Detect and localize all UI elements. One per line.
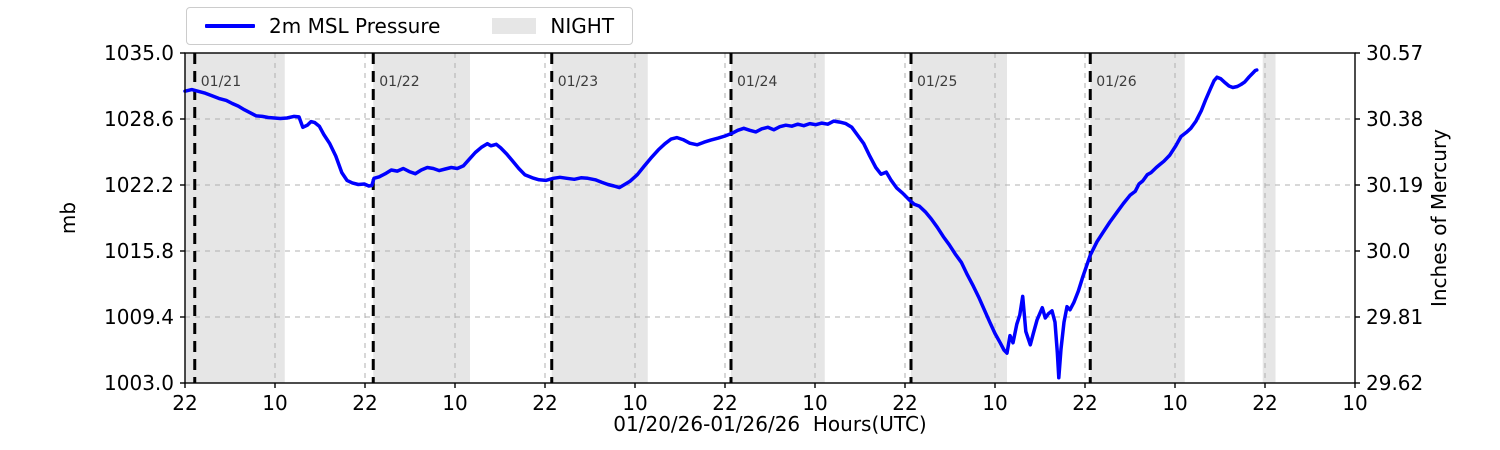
x-tick-label: 10 [262, 391, 287, 415]
y-tick-label-mb: 1028.6 [104, 107, 174, 131]
y-tick-label-mb: 1003.0 [104, 371, 174, 395]
x-tick-label: 22 [712, 391, 737, 415]
x-tick-label: 10 [982, 391, 1007, 415]
y-tick-label-mb: 1022.2 [104, 173, 174, 197]
day-marker-label: 01/24 [737, 74, 777, 90]
legend-night-label: NIGHT [550, 14, 615, 38]
night-bands-layer [185, 53, 1276, 383]
y-tick-label-inhg: 30.19 [1366, 173, 1423, 197]
night-band [185, 53, 285, 383]
y-tick-label-inhg: 29.62 [1366, 371, 1423, 395]
day-marker-label: 01/25 [917, 74, 957, 90]
pressure-series-layer [183, 68, 1259, 380]
y-tick-label-inhg: 30.0 [1366, 239, 1411, 263]
legend-item-night: NIGHT [492, 14, 614, 38]
pressure-line-swatch [205, 24, 255, 28]
y-axis-label-left: mb [56, 202, 80, 234]
legend-item-pressure: 2m MSL Pressure [205, 14, 440, 38]
x-tick-label: 22 [352, 391, 377, 415]
x-tick-label: 10 [622, 391, 647, 415]
pressure-line [183, 68, 1259, 380]
y-tick-label-mb: 1035.0 [104, 41, 174, 65]
y-tick-label-inhg: 30.38 [1366, 107, 1423, 131]
x-tick-label: 10 [442, 391, 467, 415]
night-band [373, 53, 470, 383]
y-tick-label-mb: 1009.4 [104, 305, 174, 329]
y-tick-label-inhg: 29.81 [1366, 305, 1423, 329]
day-markers-layer: 01/21 01/22 01/23 01/24 01/25 01/26 [193, 53, 1137, 383]
plot-border [184, 52, 1356, 384]
x-tick-label: 10 [802, 391, 827, 415]
x-tick-label: 22 [172, 391, 197, 415]
x-tick-label: 22 [892, 391, 917, 415]
night-patch-swatch [492, 18, 537, 34]
y-tick-label-mb: 1015.8 [104, 239, 174, 263]
x-tick-label: 10 [1162, 391, 1187, 415]
x-tick-label: 10 [1342, 391, 1367, 415]
night-band [1262, 53, 1276, 383]
x-tick-label: 22 [532, 391, 557, 415]
axes-layer: 22 10 22 10 22 10 22 10 22 10 22 10 22 10 1035.0 30.57 1… [104, 41, 1423, 415]
day-marker-label: 01/23 [558, 74, 598, 90]
night-band [911, 53, 1007, 383]
x-tick-label: 22 [1072, 391, 1097, 415]
y-tick-label-inhg: 30.57 [1366, 41, 1423, 65]
night-band [551, 53, 648, 383]
day-marker-label: 01/22 [379, 74, 419, 90]
day-marker-label: 01/26 [1096, 74, 1136, 90]
night-band [731, 53, 825, 383]
y-axis-label-right: Inches of Mercury [1427, 129, 1451, 307]
night-band [1090, 53, 1185, 383]
day-marker-label: 01/21 [201, 74, 241, 90]
legend: 2m MSL Pressure NIGHT [186, 7, 634, 45]
legend-pressure-label: 2m MSL Pressure [269, 14, 441, 38]
x-axis-label: 01/20/26-01/26/26 Hours(UTC) [613, 412, 926, 436]
x-tick-label: 22 [1252, 391, 1277, 415]
